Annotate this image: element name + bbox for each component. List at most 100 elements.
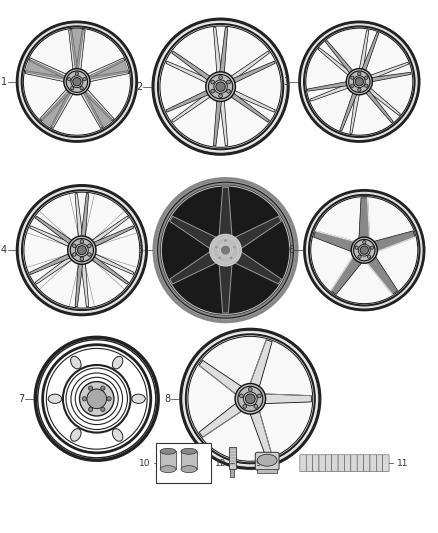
Polygon shape bbox=[367, 87, 400, 116]
FancyBboxPatch shape bbox=[313, 455, 319, 472]
Polygon shape bbox=[170, 252, 216, 284]
FancyBboxPatch shape bbox=[376, 455, 383, 472]
FancyBboxPatch shape bbox=[319, 455, 325, 472]
Ellipse shape bbox=[235, 384, 265, 414]
Text: 12: 12 bbox=[215, 459, 226, 467]
Ellipse shape bbox=[88, 253, 91, 256]
Polygon shape bbox=[81, 193, 88, 238]
Polygon shape bbox=[325, 41, 353, 74]
Ellipse shape bbox=[226, 80, 230, 84]
Ellipse shape bbox=[358, 244, 370, 256]
Polygon shape bbox=[35, 256, 73, 284]
Ellipse shape bbox=[70, 239, 93, 262]
Polygon shape bbox=[213, 28, 222, 74]
Ellipse shape bbox=[78, 246, 86, 255]
Polygon shape bbox=[318, 48, 351, 76]
Ellipse shape bbox=[64, 69, 90, 95]
Ellipse shape bbox=[101, 407, 105, 411]
Polygon shape bbox=[70, 30, 84, 70]
FancyBboxPatch shape bbox=[383, 455, 389, 472]
Bar bbox=[156, 443, 211, 483]
Ellipse shape bbox=[87, 389, 106, 409]
Ellipse shape bbox=[211, 90, 215, 93]
Ellipse shape bbox=[300, 22, 419, 141]
Ellipse shape bbox=[82, 397, 87, 401]
Polygon shape bbox=[88, 71, 129, 82]
Polygon shape bbox=[199, 403, 242, 437]
Ellipse shape bbox=[218, 256, 222, 260]
FancyBboxPatch shape bbox=[344, 455, 351, 472]
Bar bbox=[181, 451, 197, 469]
Polygon shape bbox=[340, 92, 357, 131]
Ellipse shape bbox=[349, 71, 370, 92]
Polygon shape bbox=[230, 51, 269, 80]
Text: 8: 8 bbox=[164, 394, 170, 404]
Polygon shape bbox=[250, 410, 272, 458]
Polygon shape bbox=[35, 216, 73, 245]
Ellipse shape bbox=[73, 244, 76, 247]
Ellipse shape bbox=[181, 448, 197, 454]
Polygon shape bbox=[75, 263, 83, 306]
Bar bbox=[257, 469, 277, 473]
Polygon shape bbox=[235, 216, 281, 248]
Ellipse shape bbox=[223, 239, 227, 243]
Ellipse shape bbox=[80, 382, 114, 416]
Polygon shape bbox=[172, 93, 211, 122]
Ellipse shape bbox=[360, 246, 368, 254]
Ellipse shape bbox=[75, 72, 78, 75]
Polygon shape bbox=[81, 91, 103, 128]
Ellipse shape bbox=[66, 71, 88, 92]
Polygon shape bbox=[331, 256, 362, 294]
Polygon shape bbox=[25, 59, 66, 79]
FancyBboxPatch shape bbox=[306, 455, 313, 472]
Polygon shape bbox=[365, 90, 393, 123]
Ellipse shape bbox=[219, 76, 223, 79]
Polygon shape bbox=[359, 30, 369, 70]
Bar bbox=[229, 447, 237, 469]
Ellipse shape bbox=[206, 72, 235, 101]
Ellipse shape bbox=[358, 88, 361, 91]
Ellipse shape bbox=[214, 80, 227, 93]
Polygon shape bbox=[83, 88, 114, 120]
Text: 5: 5 bbox=[137, 245, 144, 255]
Ellipse shape bbox=[370, 246, 374, 249]
Polygon shape bbox=[219, 188, 232, 236]
Ellipse shape bbox=[71, 86, 74, 90]
Ellipse shape bbox=[208, 75, 233, 99]
Polygon shape bbox=[170, 216, 216, 248]
FancyBboxPatch shape bbox=[357, 455, 364, 472]
Polygon shape bbox=[232, 90, 275, 112]
FancyBboxPatch shape bbox=[370, 455, 376, 472]
Polygon shape bbox=[362, 33, 379, 71]
Polygon shape bbox=[40, 88, 71, 120]
Ellipse shape bbox=[80, 240, 84, 243]
Ellipse shape bbox=[245, 394, 255, 403]
FancyBboxPatch shape bbox=[300, 455, 306, 472]
Text: 4: 4 bbox=[0, 245, 7, 255]
FancyBboxPatch shape bbox=[338, 455, 345, 472]
Ellipse shape bbox=[240, 394, 244, 398]
Ellipse shape bbox=[68, 236, 96, 264]
Ellipse shape bbox=[67, 78, 71, 81]
Polygon shape bbox=[69, 30, 78, 70]
Polygon shape bbox=[235, 252, 281, 284]
Ellipse shape bbox=[160, 448, 176, 454]
Polygon shape bbox=[367, 256, 398, 294]
Ellipse shape bbox=[305, 191, 424, 310]
Ellipse shape bbox=[113, 357, 123, 369]
Polygon shape bbox=[371, 72, 411, 82]
Ellipse shape bbox=[101, 386, 105, 390]
FancyBboxPatch shape bbox=[351, 455, 357, 472]
Ellipse shape bbox=[363, 240, 366, 244]
Ellipse shape bbox=[154, 179, 297, 321]
Ellipse shape bbox=[229, 256, 233, 260]
Ellipse shape bbox=[358, 255, 361, 259]
Polygon shape bbox=[93, 253, 134, 274]
Polygon shape bbox=[350, 93, 360, 133]
Polygon shape bbox=[230, 93, 269, 122]
Ellipse shape bbox=[226, 90, 230, 93]
Ellipse shape bbox=[358, 72, 361, 75]
Ellipse shape bbox=[365, 84, 368, 87]
Ellipse shape bbox=[238, 386, 263, 411]
Ellipse shape bbox=[107, 397, 111, 401]
